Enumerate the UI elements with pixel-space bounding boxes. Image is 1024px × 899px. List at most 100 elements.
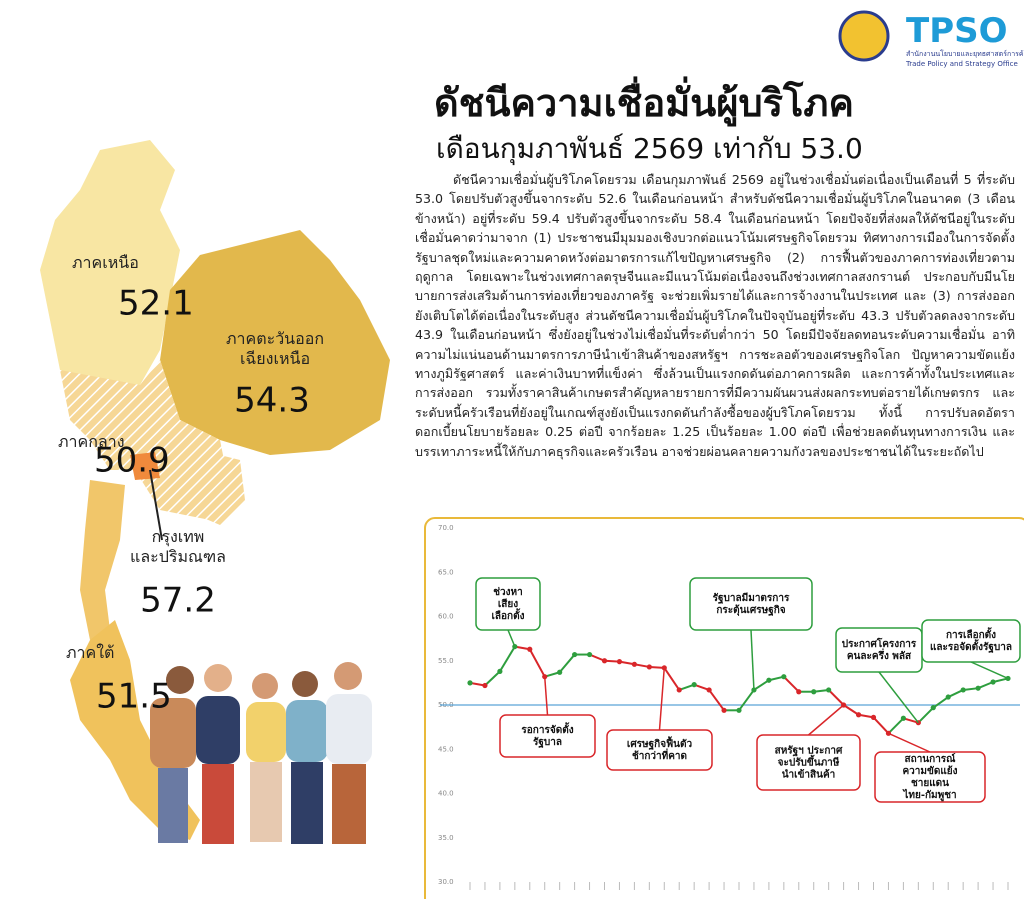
annotation-text: ช่วงหา [493,586,523,598]
region-value: 50.9 [94,441,170,481]
line-segment [753,679,770,691]
point [482,682,488,689]
point [497,668,503,674]
annotation-text: เสียง [498,598,518,610]
y-tick-label: 65.0 [438,568,454,576]
point [975,685,981,691]
point [706,687,712,693]
point [990,679,996,685]
y-tick-label: 45.0 [438,745,454,753]
annotation-text: รัฐบาลมีมาตรการ [713,592,790,604]
annotation-text: สหรัฐฯ ประกาศ [775,745,843,757]
chart: 30.035.040.045.050.055.060.065.070.0ช่วง… [438,524,1021,890]
region-value: 51.5 [96,677,172,717]
point [616,659,623,665]
point [930,705,936,711]
point [736,707,742,713]
logo-mark: TPSO [906,11,1008,51]
annotation-box [606,729,713,771]
region-value: 57.2 [140,581,216,621]
point [870,714,877,720]
annotation-box [874,751,986,803]
region-name: ภาคเหนือ [72,253,139,272]
annotation-box [475,577,541,631]
line-segment [484,670,501,687]
point [721,707,727,713]
region-name: ภาคกลาง [58,432,125,451]
chart-frame [424,517,1024,899]
annotation-connector [808,704,845,736]
point [557,669,563,675]
point [900,715,906,721]
y-tick-label: 40.0 [438,790,454,798]
y-tick-label: 30.0 [438,878,454,886]
annotation-text: ชายแดน [911,778,949,789]
y-tick-label: 60.0 [438,613,454,621]
line-segment [738,689,755,711]
point [646,664,652,670]
annotation-text: กระตุ้นเศรษฐกิจ [716,604,785,616]
map-north [40,140,180,390]
region-name: กรุงเทพ [152,527,205,547]
point [855,712,862,718]
map-west [80,480,125,640]
line-segment [827,689,845,706]
annotation-text: จะปรับขึ้นภาษี [778,755,840,769]
point [826,687,832,693]
annotation-text: ไทย-กัมพูชา [902,788,956,802]
annotation-box [499,714,596,758]
point [811,689,817,695]
annotation-connector [970,661,1009,680]
title: ดัชนีความเชื่อมั่นผู้บริโภค [434,76,854,127]
line-segment [558,653,576,673]
line-segment [872,716,890,735]
annotation-text: คนละครึ่ง พลัส [847,648,912,662]
map-northeast [160,230,390,455]
region-name: และปริมณฑล [130,547,226,566]
body-text: ดัชนีความเชื่อมั่นผู้บริโภคโดยรวม เดือนก… [415,172,1015,459]
annotation-connector [507,629,516,647]
line-segment [843,704,860,716]
line-segment [663,667,681,691]
subtitle: เดือนกุมภาพันธ์ 2569 เท่ากับ 53.0 [436,132,863,166]
annotation-connector [888,732,931,753]
line-segment [947,689,964,698]
annotation-text: รัฐบาล [533,736,562,748]
region-name: ภาคตะวันออก [226,329,324,348]
line-segment [917,706,934,724]
point [945,694,951,700]
map-east [160,450,245,525]
people-illustration [150,662,372,844]
annotation-connector [658,667,666,731]
annotation-connector [750,629,755,690]
region-value: 54.3 [234,381,310,421]
y-tick-label: 55.0 [438,657,454,665]
annotation-box [835,627,923,673]
point [766,677,772,683]
point [781,674,787,680]
point [796,689,802,695]
logo-thai: สำนักงานนโยบายและยุทธศาสตร์การค้า [906,49,1024,58]
y-tick-label: 35.0 [438,834,454,842]
line-segment [693,683,710,691]
annotation-box [756,734,861,791]
region-value: 52.1 [118,284,194,324]
line-segment [708,689,725,711]
annotation-text: เลือกตั้ง [492,608,525,622]
annotation-connector [543,676,549,716]
point [586,651,593,658]
emblem [838,10,890,62]
line-segment [589,653,605,662]
y-tick-label: 70.0 [438,524,454,532]
map-bangkok [130,452,160,480]
point [467,680,473,686]
logo-english: Trade Policy and Strategy Office [905,60,1018,68]
point [676,687,682,693]
point [691,682,697,688]
annotation-text: นำเข้าสินค้า [782,769,836,781]
point [631,661,637,667]
point [601,658,608,664]
line-segment [499,646,516,672]
